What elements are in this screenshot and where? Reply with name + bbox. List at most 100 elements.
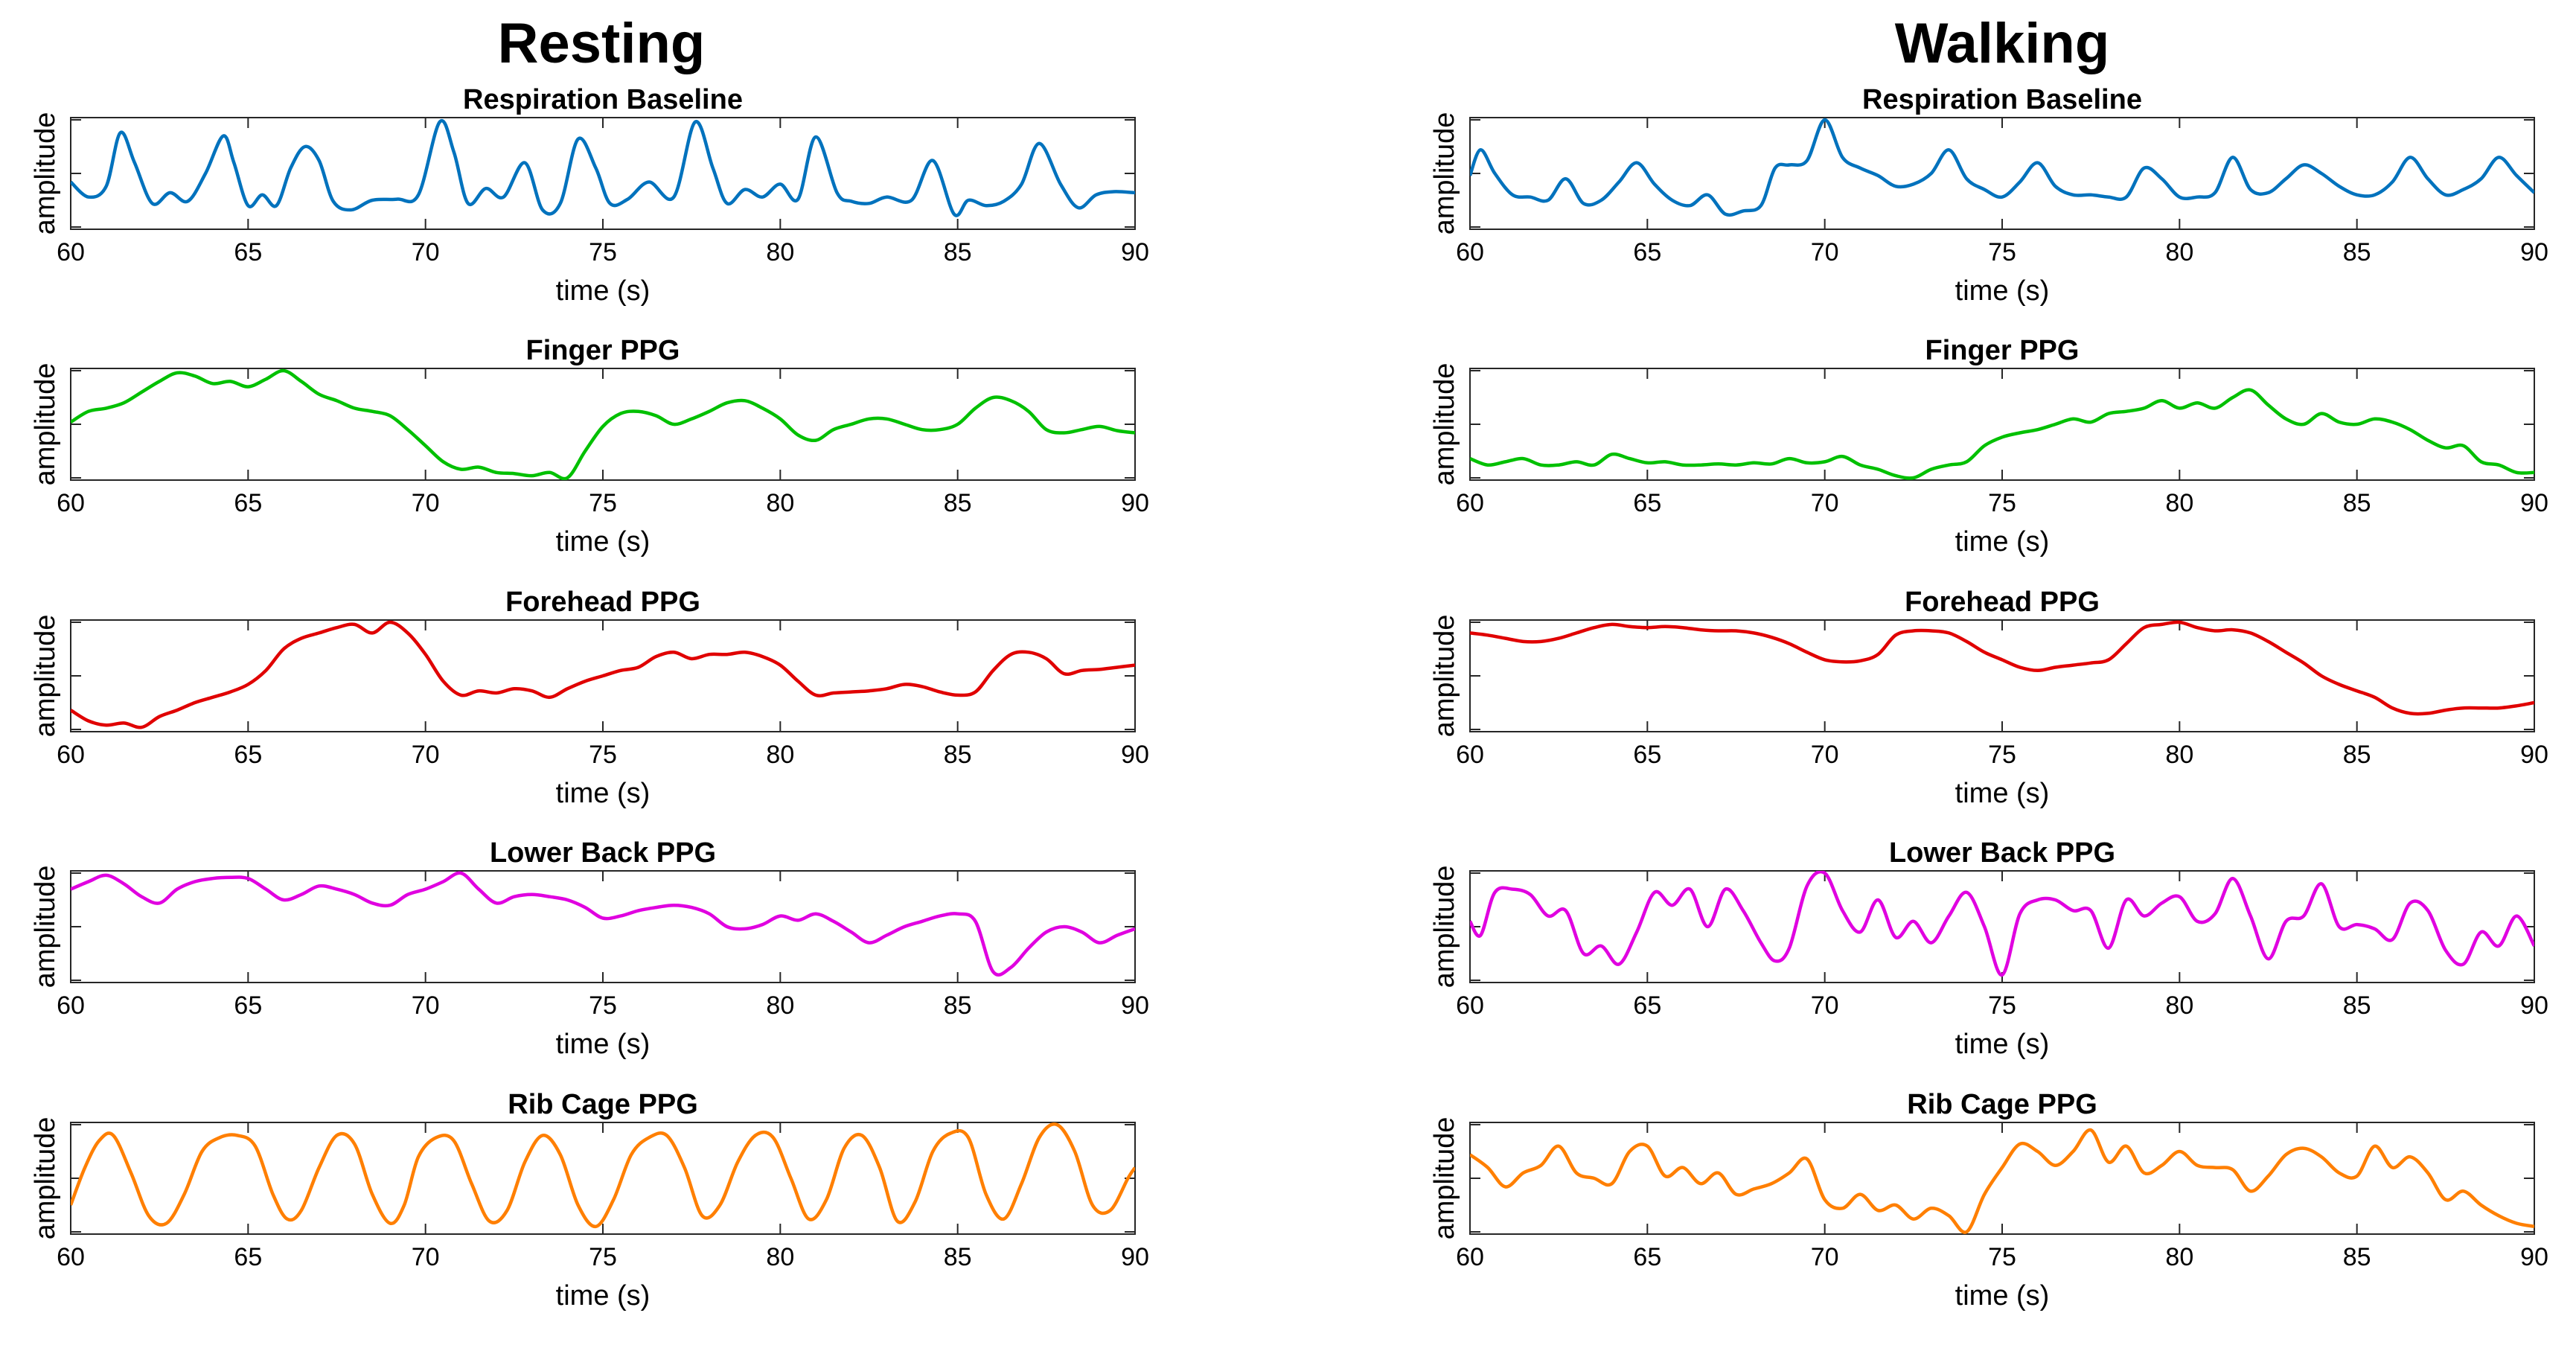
walking-rib-cage-ppg-xlabel: time (s) <box>1955 1280 2050 1312</box>
walking-respiration-baseline-xtick-label-90: 90 <box>2520 238 2548 266</box>
walking-respiration-baseline-series-line <box>1470 118 2534 217</box>
walking-rib-cage-ppg-title: Rib Cage PPG <box>1907 1089 2097 1120</box>
resting-respiration-baseline-xlabel: time (s) <box>556 275 651 307</box>
walking-respiration-baseline-xtick-label-75: 75 <box>1988 238 2016 266</box>
walking-lower-back-ppg-xtick-label-85: 85 <box>2343 991 2371 1020</box>
resting-respiration-baseline-series-line <box>71 118 1135 217</box>
walking-forehead-ppg-xtick-label-80: 80 <box>2165 741 2193 769</box>
resting-respiration-baseline-xtick-label-75: 75 <box>589 238 617 266</box>
resting-respiration-baseline-xtick-label-80: 80 <box>766 238 794 266</box>
resting-respiration-baseline-title: Respiration Baseline <box>463 84 743 115</box>
resting-forehead-ppg-series-line <box>71 620 1135 729</box>
resting-respiration-baseline-ylabel: amplitude <box>30 112 61 235</box>
walking-forehead-ppg-xtick-label-85: 85 <box>2343 741 2371 769</box>
walking-lower-back-ppg-xlabel: time (s) <box>1955 1029 2050 1060</box>
resting-finger-ppg-xtick-label-65: 65 <box>234 489 262 517</box>
resting-finger-ppg-xlabel: time (s) <box>556 526 651 558</box>
walking-respiration-baseline-xtick-label-85: 85 <box>2343 238 2371 266</box>
walking-respiration-baseline-ylabel: amplitude <box>1429 112 1460 235</box>
resting-lower-back-ppg-xlabel: time (s) <box>556 1029 651 1060</box>
resting-finger-ppg-xtick-label-85: 85 <box>944 489 972 517</box>
walking-forehead-ppg-ylabel: amplitude <box>1429 615 1460 738</box>
resting-rib-cage-ppg-xtick-label-75: 75 <box>589 1243 617 1271</box>
walking-lower-back-ppg-xtick-label-60: 60 <box>1456 991 1484 1020</box>
walking-rib-cage-ppg-xtick-label-80: 80 <box>2165 1243 2193 1271</box>
resting-lower-back-ppg-xtick-label-70: 70 <box>412 991 440 1020</box>
resting-finger-ppg-title: Finger PPG <box>526 335 680 366</box>
resting-lower-back-ppg-xtick-label-90: 90 <box>1121 991 1149 1020</box>
walking-finger-ppg-xlabel: time (s) <box>1955 526 2050 558</box>
resting-finger-ppg-series-line <box>71 368 1135 480</box>
resting-finger-ppg-ylabel: amplitude <box>30 363 61 486</box>
resting-finger-ppg-xtick-label-70: 70 <box>412 489 440 517</box>
resting-forehead-ppg-xtick-label-65: 65 <box>234 741 262 769</box>
resting-forehead-ppg-xtick-label-75: 75 <box>589 741 617 769</box>
resting-lower-back-ppg-title: Lower Back PPG <box>490 837 716 869</box>
resting-rib-cage-ppg-xtick-label-65: 65 <box>234 1243 262 1271</box>
resting-forehead-ppg-panel: Forehead PPG 60 65 70 75 80 85 90 time (s) amplit… <box>30 587 1149 809</box>
resting-finger-ppg-xtick-label-90: 90 <box>1121 489 1149 517</box>
walking-respiration-baseline-xlabel: time (s) <box>1955 275 2050 307</box>
resting-lower-back-ppg-xtick-label-65: 65 <box>234 991 262 1020</box>
resting-finger-ppg-xtick-label-80: 80 <box>766 489 794 517</box>
walking-lower-back-ppg-xtick-label-70: 70 <box>1811 991 1839 1020</box>
resting-forehead-ppg-xtick-label-70: 70 <box>412 741 440 769</box>
resting-forehead-ppg-title: Forehead PPG <box>505 587 700 618</box>
walking-rib-cage-ppg-series-line <box>1470 1128 2534 1234</box>
walking-lower-back-ppg-xtick-label-80: 80 <box>2165 991 2193 1020</box>
resting-finger-ppg-xtick-label-60: 60 <box>57 489 85 517</box>
walking-rib-cage-ppg-panel: Rib Cage PPG 60 65 70 75 80 85 90 time (s) amplit… <box>1429 1089 2548 1312</box>
resting-lower-back-ppg-xtick-label-85: 85 <box>944 991 972 1020</box>
walking-forehead-ppg-xtick-label-60: 60 <box>1456 741 1484 769</box>
walking-respiration-baseline-xtick-label-65: 65 <box>1633 238 1661 266</box>
walking-finger-ppg-ylabel: amplitude <box>1429 363 1460 486</box>
walking-rib-cage-ppg-xtick-label-85: 85 <box>2343 1243 2371 1271</box>
walking-finger-ppg-xtick-label-65: 65 <box>1633 489 1661 517</box>
walking-finger-ppg-xtick-label-60: 60 <box>1456 489 1484 517</box>
resting-rib-cage-ppg-xtick-label-80: 80 <box>766 1243 794 1271</box>
walking-respiration-baseline-xtick-label-70: 70 <box>1811 238 1839 266</box>
column-title-walking: Walking <box>1895 12 2110 75</box>
resting-forehead-ppg-xlabel: time (s) <box>556 778 651 809</box>
resting-respiration-baseline-xtick-label-70: 70 <box>412 238 440 266</box>
resting-finger-ppg-panel: Finger PPG 60 65 70 75 80 85 90 time (s) amplitud… <box>30 335 1149 558</box>
walking-lower-back-ppg-xtick-label-90: 90 <box>2520 991 2548 1020</box>
walking-lower-back-ppg-xtick-label-75: 75 <box>1988 991 2016 1020</box>
walking-forehead-ppg-series-line <box>1470 620 2534 716</box>
walking-finger-ppg-xtick-label-80: 80 <box>2165 489 2193 517</box>
walking-finger-ppg-xtick-label-70: 70 <box>1811 489 1839 517</box>
walking-finger-ppg-series-line <box>1470 388 2534 480</box>
walking-forehead-ppg-panel: Forehead PPG 60 65 70 75 80 85 90 time (s) amplit… <box>1429 587 2548 809</box>
resting-forehead-ppg-xtick-label-85: 85 <box>944 741 972 769</box>
resting-respiration-baseline-xtick-label-60: 60 <box>57 238 85 266</box>
walking-finger-ppg-xtick-label-90: 90 <box>2520 489 2548 517</box>
walking-finger-ppg-title: Finger PPG <box>1925 335 2080 366</box>
resting-respiration-baseline-xtick-label-65: 65 <box>234 238 262 266</box>
walking-respiration-baseline-panel: Respiration Baseline 60 65 70 75 80 85 90 time (… <box>1429 84 2548 307</box>
walking-finger-ppg-panel: Finger PPG 60 65 70 75 80 85 90 time (s) amplitud… <box>1429 335 2548 558</box>
walking-rib-cage-ppg-xtick-label-65: 65 <box>1633 1243 1661 1271</box>
walking-respiration-baseline-xtick-label-80: 80 <box>2165 238 2193 266</box>
resting-rib-cage-ppg-xtick-label-70: 70 <box>412 1243 440 1271</box>
resting-rib-cage-ppg-title: Rib Cage PPG <box>508 1089 698 1120</box>
resting-rib-cage-ppg-ylabel: amplitude <box>30 1117 61 1240</box>
resting-forehead-ppg-xtick-label-60: 60 <box>57 741 85 769</box>
column-title-resting: Resting <box>498 12 706 75</box>
walking-forehead-ppg-xlabel: time (s) <box>1955 778 2050 809</box>
walking-rib-cage-ppg-xtick-label-90: 90 <box>2520 1243 2548 1271</box>
resting-rib-cage-ppg-xtick-label-60: 60 <box>57 1243 85 1271</box>
resting-rib-cage-ppg-series-line <box>71 1122 1135 1229</box>
resting-lower-back-ppg-ylabel: amplitude <box>30 866 61 988</box>
walking-lower-back-ppg-panel: Lower Back PPG 60 65 70 75 80 85 90 time (s) ampl… <box>1429 837 2548 1060</box>
walking-forehead-ppg-title: Forehead PPG <box>1905 587 2100 618</box>
resting-rib-cage-ppg-xtick-label-90: 90 <box>1121 1243 1149 1271</box>
resting-respiration-baseline-xtick-label-85: 85 <box>944 238 972 266</box>
resting-lower-back-ppg-panel: Lower Back PPG 60 65 70 75 80 85 90 time (s) ampl… <box>30 837 1149 1060</box>
resting-lower-back-ppg-xtick-label-80: 80 <box>766 991 794 1020</box>
resting-finger-ppg-xtick-label-75: 75 <box>589 489 617 517</box>
walking-lower-back-ppg-xtick-label-65: 65 <box>1633 991 1661 1020</box>
walking-rib-cage-ppg-xtick-label-60: 60 <box>1456 1243 1484 1271</box>
walking-respiration-baseline-title: Respiration Baseline <box>1862 84 2142 115</box>
resting-lower-back-ppg-xtick-label-75: 75 <box>589 991 617 1020</box>
